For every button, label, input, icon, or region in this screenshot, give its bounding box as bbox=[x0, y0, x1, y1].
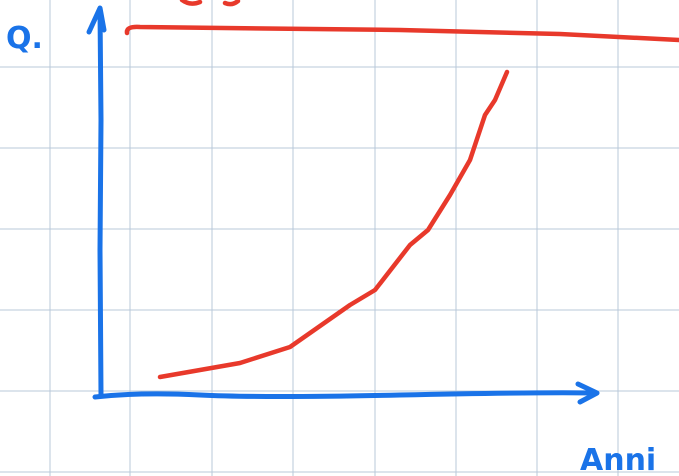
axes bbox=[86, 5, 600, 405]
curves bbox=[124, 0, 679, 380]
x-axis-label: Anni bbox=[580, 443, 656, 476]
y-axis-label: Q. bbox=[6, 21, 43, 56]
